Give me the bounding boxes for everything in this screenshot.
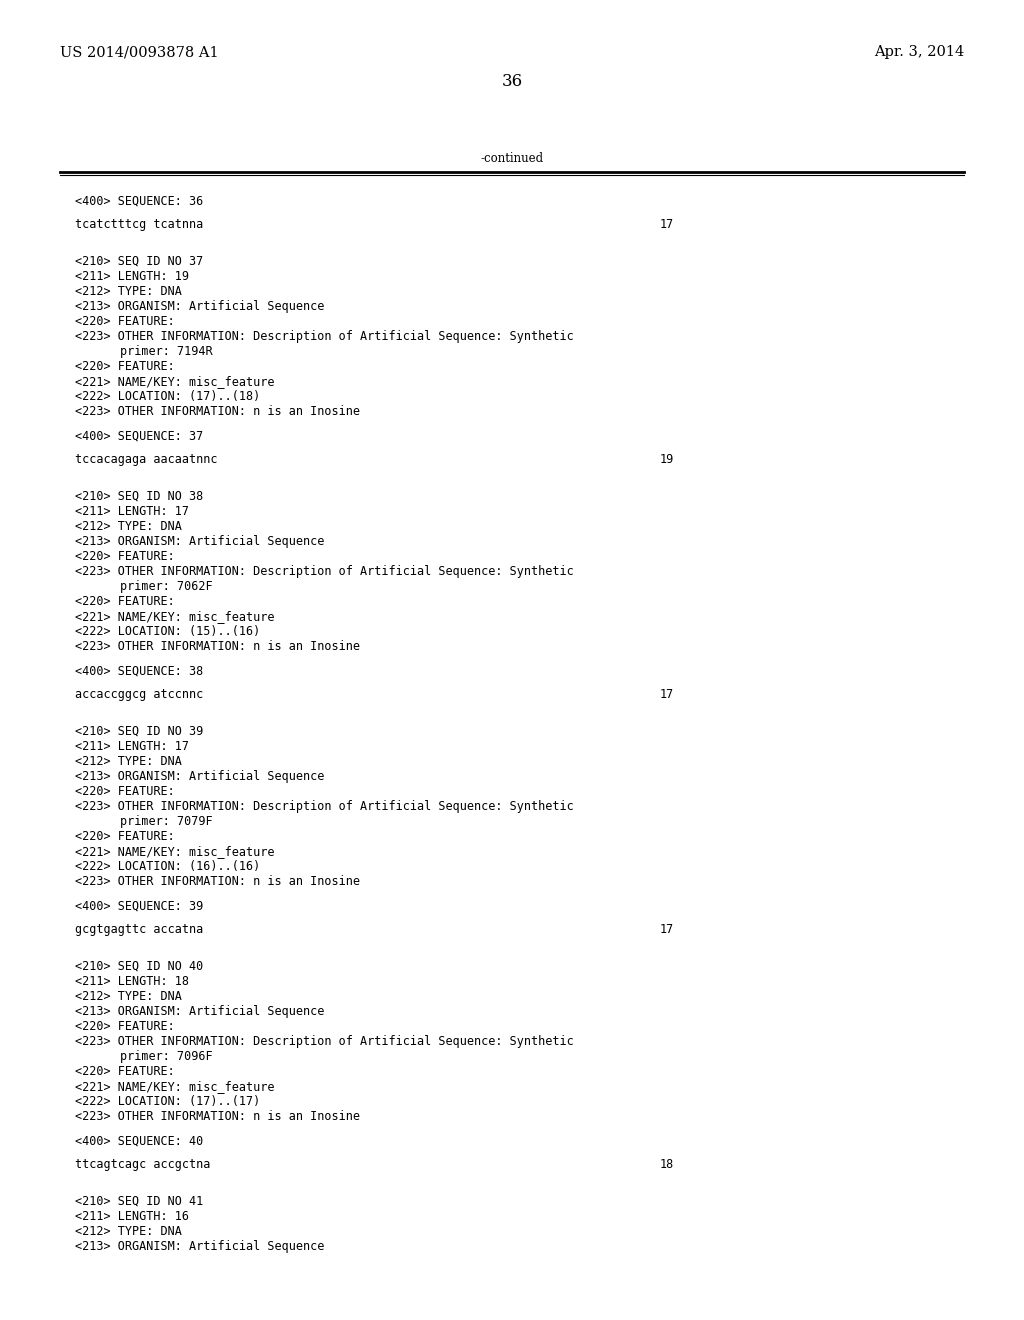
Text: primer: 7096F: primer: 7096F (120, 1049, 213, 1063)
Text: <212> TYPE: DNA: <212> TYPE: DNA (75, 1225, 182, 1238)
Text: <223> OTHER INFORMATION: Description of Artificial Sequence: Synthetic: <223> OTHER INFORMATION: Description of … (75, 1035, 573, 1048)
Text: <213> ORGANISM: Artificial Sequence: <213> ORGANISM: Artificial Sequence (75, 770, 325, 783)
Text: <210> SEQ ID NO 39: <210> SEQ ID NO 39 (75, 725, 203, 738)
Text: <220> FEATURE:: <220> FEATURE: (75, 595, 175, 609)
Text: 17: 17 (660, 923, 674, 936)
Text: <400> SEQUENCE: 36: <400> SEQUENCE: 36 (75, 195, 203, 209)
Text: ttcagtcagc accgctna: ttcagtcagc accgctna (75, 1158, 210, 1171)
Text: 17: 17 (660, 688, 674, 701)
Text: <211> LENGTH: 16: <211> LENGTH: 16 (75, 1210, 189, 1224)
Text: accaccggcg atccnnc: accaccggcg atccnnc (75, 688, 203, 701)
Text: <211> LENGTH: 19: <211> LENGTH: 19 (75, 271, 189, 282)
Text: 19: 19 (660, 453, 674, 466)
Text: tcatctttcg tcatnna: tcatctttcg tcatnna (75, 218, 203, 231)
Text: 18: 18 (660, 1158, 674, 1171)
Text: <223> OTHER INFORMATION: Description of Artificial Sequence: Synthetic: <223> OTHER INFORMATION: Description of … (75, 330, 573, 343)
Text: <212> TYPE: DNA: <212> TYPE: DNA (75, 520, 182, 533)
Text: Apr. 3, 2014: Apr. 3, 2014 (873, 45, 964, 59)
Text: <211> LENGTH: 18: <211> LENGTH: 18 (75, 975, 189, 987)
Text: <220> FEATURE:: <220> FEATURE: (75, 1020, 175, 1034)
Text: <221> NAME/KEY: misc_feature: <221> NAME/KEY: misc_feature (75, 1080, 274, 1093)
Text: primer: 7062F: primer: 7062F (120, 579, 213, 593)
Text: <221> NAME/KEY: misc_feature: <221> NAME/KEY: misc_feature (75, 845, 274, 858)
Text: <211> LENGTH: 17: <211> LENGTH: 17 (75, 506, 189, 517)
Text: <222> LOCATION: (17)..(17): <222> LOCATION: (17)..(17) (75, 1096, 260, 1107)
Text: US 2014/0093878 A1: US 2014/0093878 A1 (60, 45, 219, 59)
Text: <400> SEQUENCE: 39: <400> SEQUENCE: 39 (75, 900, 203, 913)
Text: <222> LOCATION: (16)..(16): <222> LOCATION: (16)..(16) (75, 861, 260, 873)
Text: <223> OTHER INFORMATION: Description of Artificial Sequence: Synthetic: <223> OTHER INFORMATION: Description of … (75, 565, 573, 578)
Text: primer: 7079F: primer: 7079F (120, 814, 213, 828)
Text: <400> SEQUENCE: 40: <400> SEQUENCE: 40 (75, 1135, 203, 1148)
Text: gcgtgagttc accatna: gcgtgagttc accatna (75, 923, 203, 936)
Text: <220> FEATURE:: <220> FEATURE: (75, 1065, 175, 1078)
Text: <223> OTHER INFORMATION: n is an Inosine: <223> OTHER INFORMATION: n is an Inosine (75, 1110, 360, 1123)
Text: 36: 36 (502, 74, 522, 91)
Text: <400> SEQUENCE: 38: <400> SEQUENCE: 38 (75, 665, 203, 678)
Text: <223> OTHER INFORMATION: n is an Inosine: <223> OTHER INFORMATION: n is an Inosine (75, 640, 360, 653)
Text: <212> TYPE: DNA: <212> TYPE: DNA (75, 990, 182, 1003)
Text: <213> ORGANISM: Artificial Sequence: <213> ORGANISM: Artificial Sequence (75, 300, 325, 313)
Text: <212> TYPE: DNA: <212> TYPE: DNA (75, 755, 182, 768)
Text: <222> LOCATION: (15)..(16): <222> LOCATION: (15)..(16) (75, 624, 260, 638)
Text: <220> FEATURE:: <220> FEATURE: (75, 785, 175, 799)
Text: <211> LENGTH: 17: <211> LENGTH: 17 (75, 741, 189, 752)
Text: <213> ORGANISM: Artificial Sequence: <213> ORGANISM: Artificial Sequence (75, 1005, 325, 1018)
Text: <223> OTHER INFORMATION: n is an Inosine: <223> OTHER INFORMATION: n is an Inosine (75, 875, 360, 888)
Text: <221> NAME/KEY: misc_feature: <221> NAME/KEY: misc_feature (75, 610, 274, 623)
Text: primer: 7194R: primer: 7194R (120, 345, 213, 358)
Text: <210> SEQ ID NO 40: <210> SEQ ID NO 40 (75, 960, 203, 973)
Text: <210> SEQ ID NO 38: <210> SEQ ID NO 38 (75, 490, 203, 503)
Text: <220> FEATURE:: <220> FEATURE: (75, 550, 175, 564)
Text: <210> SEQ ID NO 41: <210> SEQ ID NO 41 (75, 1195, 203, 1208)
Text: <213> ORGANISM: Artificial Sequence: <213> ORGANISM: Artificial Sequence (75, 1239, 325, 1253)
Text: <220> FEATURE:: <220> FEATURE: (75, 830, 175, 843)
Text: <210> SEQ ID NO 37: <210> SEQ ID NO 37 (75, 255, 203, 268)
Text: tccacagaga aacaatnnc: tccacagaga aacaatnnc (75, 453, 217, 466)
Text: <212> TYPE: DNA: <212> TYPE: DNA (75, 285, 182, 298)
Text: <220> FEATURE:: <220> FEATURE: (75, 360, 175, 374)
Text: 17: 17 (660, 218, 674, 231)
Text: <222> LOCATION: (17)..(18): <222> LOCATION: (17)..(18) (75, 389, 260, 403)
Text: <223> OTHER INFORMATION: n is an Inosine: <223> OTHER INFORMATION: n is an Inosine (75, 405, 360, 418)
Text: <400> SEQUENCE: 37: <400> SEQUENCE: 37 (75, 430, 203, 444)
Text: <221> NAME/KEY: misc_feature: <221> NAME/KEY: misc_feature (75, 375, 274, 388)
Text: -continued: -continued (480, 152, 544, 165)
Text: <220> FEATURE:: <220> FEATURE: (75, 315, 175, 327)
Text: <223> OTHER INFORMATION: Description of Artificial Sequence: Synthetic: <223> OTHER INFORMATION: Description of … (75, 800, 573, 813)
Text: <213> ORGANISM: Artificial Sequence: <213> ORGANISM: Artificial Sequence (75, 535, 325, 548)
